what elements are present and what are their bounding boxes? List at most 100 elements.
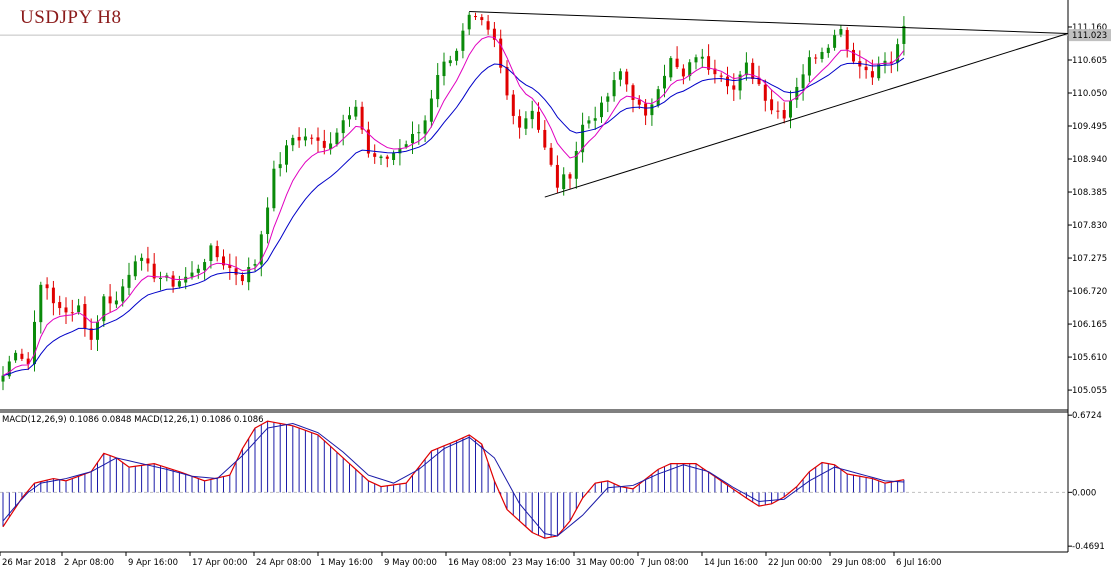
candle-body (177, 281, 181, 287)
candle-body (650, 104, 654, 116)
candle-body (581, 124, 585, 153)
candle-body (222, 256, 225, 266)
candle-body (744, 62, 748, 76)
price-axis-tick-label: 107.830 (1072, 221, 1107, 231)
chart-title: USDJPY H8 (20, 7, 122, 28)
candle-body (51, 287, 55, 304)
candle-body (184, 276, 188, 283)
candle-body (568, 174, 572, 179)
time-axis-tick-label: 31 May 00:00 (576, 558, 634, 568)
candle-body (896, 44, 900, 63)
candle-body (366, 129, 370, 154)
candle-body (474, 16, 477, 18)
candle-body (675, 58, 679, 68)
candle-body (864, 66, 868, 71)
candle-body (285, 145, 288, 165)
candle-body (587, 120, 591, 124)
candle-body (329, 143, 333, 150)
candle-body (505, 66, 509, 96)
price-axis-tick-label: 110.605 (1072, 56, 1107, 66)
price-axis-tick-label: 108.940 (1072, 155, 1107, 165)
price-axis-tick-label: 106.165 (1072, 320, 1107, 330)
candle-body (429, 98, 433, 122)
candle-body (807, 57, 811, 76)
candle-body (461, 30, 465, 51)
candle-body (518, 116, 522, 128)
price-axis-tick-label: 107.275 (1072, 254, 1107, 264)
candle-body (492, 28, 496, 40)
candle-body (612, 80, 616, 97)
candle-body (574, 150, 578, 179)
candle-body (669, 58, 673, 78)
candle-body (593, 118, 597, 121)
price-axis-tick-label: 105.610 (1072, 353, 1107, 363)
candle-body (644, 103, 648, 116)
candle-body (826, 47, 830, 54)
candle-body (889, 61, 893, 64)
candle-body (108, 296, 112, 304)
candle-body (159, 277, 162, 279)
candle-body (39, 284, 43, 323)
candle-body (259, 234, 263, 265)
price-axis-tick-label: 108.385 (1072, 188, 1107, 198)
candle-body (146, 258, 150, 264)
price-axis-tick-label: 106.720 (1072, 287, 1107, 297)
moving-average-fast (2, 36, 905, 377)
candle-body (448, 60, 452, 64)
candle-body (543, 129, 547, 148)
candle-body (240, 274, 244, 282)
time-axis-tick-label: 7 Jun 08:00 (640, 558, 689, 568)
candle-body (845, 30, 849, 50)
candle-body (637, 99, 641, 105)
candle-body (316, 137, 320, 141)
candle-body (196, 268, 200, 273)
time-axis-tick-label: 23 May 16:00 (512, 558, 570, 568)
time-axis-tick-label: 14 Jun 16:00 (704, 558, 758, 568)
candle-body (436, 74, 440, 100)
candle-body (291, 137, 295, 146)
candle-body (215, 246, 219, 258)
candle-body (789, 100, 792, 118)
candle-body (455, 50, 459, 61)
candle-body (303, 136, 307, 141)
candle-body (600, 102, 603, 118)
macd-line (2, 420, 905, 539)
candle-body (379, 156, 383, 159)
macd-indicator-label: MACD(12,26,9) 0.1086 0.0848 MACD(12,26,1… (2, 415, 264, 425)
candle-body (385, 156, 389, 159)
candle-body (524, 118, 528, 129)
macd-axis-tick-label: -0.4691 (1072, 542, 1105, 552)
candle-body (486, 21, 490, 30)
candle-body (354, 106, 358, 117)
candle-body (681, 68, 685, 77)
candle-body (398, 148, 402, 154)
candle-body (77, 305, 81, 313)
candle-body (228, 264, 232, 268)
candle-body (738, 74, 742, 91)
candle-body (7, 361, 11, 377)
candle-body (801, 74, 805, 89)
time-axis-tick-label: 2 Apr 08:00 (64, 558, 114, 568)
candle-body (511, 94, 515, 116)
candle-body (127, 274, 131, 288)
candle-body (732, 85, 736, 90)
candle-body (820, 51, 824, 59)
candle-body (411, 133, 414, 144)
macd-axis-tick-label: 0.6724 (1072, 411, 1102, 421)
time-axis-tick-label: 24 Apr 08:00 (256, 558, 311, 568)
candle-body (140, 257, 144, 261)
candle-body (234, 268, 238, 275)
moving-average-slow (2, 57, 905, 377)
candle-body (272, 168, 276, 209)
candle-body (814, 57, 818, 59)
macd-axis-tick-label: 0.000 (1072, 488, 1096, 498)
candle-body (480, 17, 484, 21)
candle-body (902, 25, 906, 44)
candle-body (770, 99, 774, 111)
candle-body (310, 137, 314, 139)
candle-body (713, 68, 717, 75)
candle-body (14, 352, 18, 361)
candle-body (562, 174, 566, 190)
current-price-tag-label: 111.023 (1072, 31, 1107, 41)
candle-body (782, 110, 786, 119)
